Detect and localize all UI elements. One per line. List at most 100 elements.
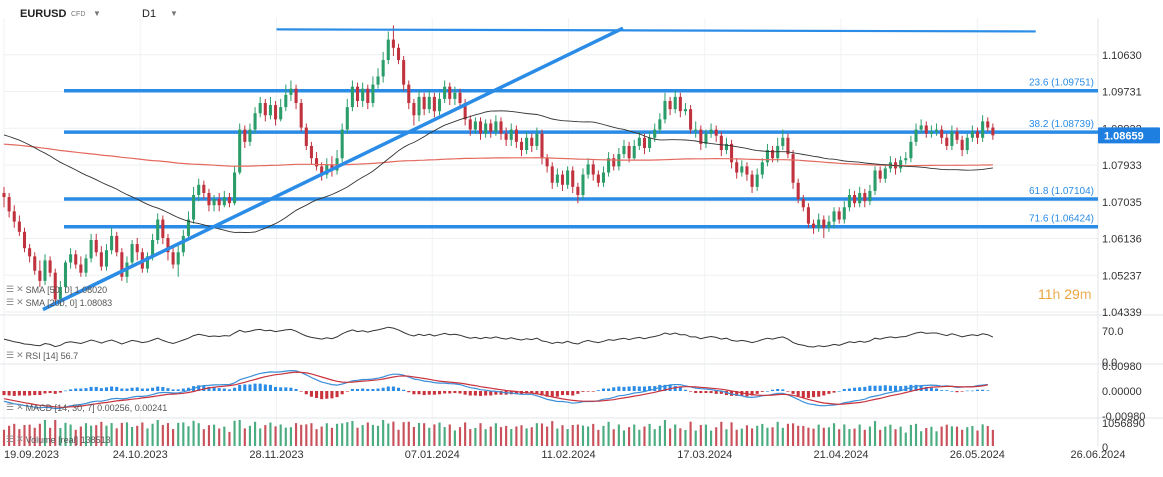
candle-body-52: [268, 105, 272, 116]
candle-body-36: [186, 219, 190, 236]
volume-bar-33: [172, 429, 175, 446]
volume-bar-147: [756, 425, 759, 446]
macd-hist-bar-165: [847, 388, 851, 391]
macd-hist-bar-82: [422, 391, 426, 396]
volume-bar-103: [530, 427, 533, 446]
macd-hist-bar-187: [960, 391, 964, 392]
macd-hist-bar-60: [309, 391, 313, 397]
candle-body-97: [499, 121, 503, 134]
volume-bar-182: [935, 431, 938, 446]
macd-hist-bar-162: [832, 391, 836, 393]
symbol-label[interactable]: EURUSD: [20, 8, 67, 20]
volume-bar-67: [346, 422, 349, 446]
volume-bar-175: [899, 426, 902, 446]
volume-bar-3: [18, 429, 21, 446]
macd-hist-bar-184: [945, 390, 949, 391]
volume-bar-162: [832, 423, 836, 446]
macd-hist-bar-131: [673, 386, 677, 391]
candle-body-7: [38, 270, 42, 281]
volume-bar-158: [812, 428, 815, 446]
volume-bar-114: [587, 426, 590, 446]
volume-label: Volume [real] 138513: [25, 434, 111, 445]
candle-body-159: [817, 219, 821, 228]
macd-hist-bar-18: [94, 386, 98, 391]
candle-body-176: [904, 158, 908, 161]
candle-body-175: [899, 160, 903, 169]
settings-icon[interactable]: ☰: [6, 434, 14, 444]
volume-bar-170: [873, 421, 877, 446]
macd-hist-bar-25: [130, 387, 134, 391]
candle-body-18: [94, 239, 98, 253]
macd-hist-bar-107: [550, 391, 554, 397]
volume-bar-112: [576, 424, 579, 446]
candle-body-46: [238, 129, 242, 173]
macd-hist-bar-126: [648, 386, 652, 391]
volume-bar-47: [243, 428, 246, 446]
macd-hist-bar-33: [171, 389, 175, 391]
volume-bar-115: [592, 423, 595, 446]
settings-icon[interactable]: ☰: [6, 284, 14, 294]
candle-body-91: [468, 119, 472, 130]
sma50-legend[interactable]: ☰ ✕ SMA [50, 0] 1.08020: [6, 284, 107, 295]
macd-hist-bar-91: [468, 391, 472, 396]
macd-legend[interactable]: ☰ ✕ MACD [14, 30, 7] 0.00256, 0.00241: [6, 402, 167, 413]
volume-bar-128: [658, 425, 661, 446]
close-icon[interactable]: ✕: [16, 434, 23, 444]
macd-hist-bar-135: [694, 391, 698, 394]
countdown-minutes-unit: m: [1079, 286, 1092, 302]
macd-hist-bar-1: [7, 391, 11, 396]
volume-bar-61: [315, 429, 318, 446]
candle-body-167: [858, 192, 862, 204]
volume-tick-0: 1056890: [1102, 418, 1145, 430]
candle-body-17: [89, 239, 93, 259]
volume-bar-13: [69, 424, 72, 446]
volume-bar-135: [694, 430, 697, 446]
settings-icon[interactable]: ☰: [6, 402, 14, 412]
timeframe-label[interactable]: D1: [142, 8, 157, 20]
candle-body-38: [197, 184, 201, 196]
settings-icon[interactable]: ☰: [6, 350, 14, 360]
close-icon[interactable]: ✕: [16, 297, 23, 307]
settings-icon[interactable]: ☰: [6, 297, 14, 307]
volume-bar-8: [43, 420, 47, 446]
candle-body-100: [514, 129, 518, 142]
macd-hist-bar-185: [950, 391, 954, 392]
volume-bar-189: [971, 425, 974, 446]
close-icon[interactable]: ✕: [16, 350, 23, 360]
macd-hist-bar-121: [622, 386, 626, 391]
volume-bar-154: [791, 423, 795, 446]
candle-body-133: [683, 109, 687, 112]
candle-body-131: [673, 96, 677, 110]
macd-hist-bar-42: [217, 388, 221, 391]
candle-body-55: [284, 94, 288, 108]
candle-body-26: [135, 244, 139, 253]
candle-body-163: [837, 211, 841, 220]
volume-legend[interactable]: ☰ ✕ Volume [real] 138513: [6, 434, 111, 445]
close-icon[interactable]: ✕: [16, 402, 23, 412]
rsi-legend[interactable]: ☰ ✕ RSI [14] 56.7: [6, 350, 78, 361]
volume-bar-5: [28, 424, 31, 446]
fib-level-label-2: 61.8 (1.07104): [1029, 186, 1094, 197]
macd-hist-bar-41: [212, 387, 216, 391]
macd-hist-bar-47: [243, 384, 247, 391]
volume-bar-46: [238, 420, 241, 446]
trend-lines[interactable]: [42, 26, 1036, 312]
candle-body-152: [781, 137, 785, 146]
macd-hist-bar-63: [325, 391, 329, 399]
date-tick-5: 17.03.2024: [677, 449, 732, 461]
volume-bar-1: [8, 425, 11, 446]
candle-body-94: [484, 123, 488, 134]
close-icon[interactable]: ✕: [16, 284, 23, 294]
sma200-legend[interactable]: ☰ ✕ SMA [200, 0] 1.08083: [6, 297, 112, 308]
macd-hist-bar-81: [417, 391, 421, 395]
timeframe-dropdown-icon[interactable]: ▼: [170, 9, 178, 18]
volume-bar-126: [648, 423, 651, 446]
candle-body-76: [391, 39, 395, 48]
price-tick-4: 1.07035: [1102, 197, 1142, 209]
symbol-dropdown-icon[interactable]: ▼: [93, 9, 101, 18]
candle-body-56: [289, 88, 293, 95]
volume-bar-134: [689, 421, 692, 446]
macd-hist-bar-119: [612, 387, 616, 391]
macd-hist-bar-161: [827, 391, 831, 394]
